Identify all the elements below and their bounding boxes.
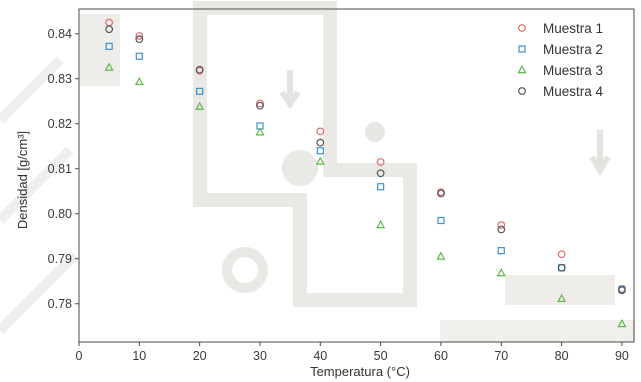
x-axis-label: Temperatura (°C) [310,364,410,379]
legend-marker [518,45,526,53]
watermark-arrow-1 [279,70,301,110]
data-point [316,138,325,147]
x-tick-label: 70 [494,349,508,363]
watermark-block-right [505,275,615,305]
data-point [135,32,144,40]
watermark-block-left [80,14,120,86]
data-point [617,318,627,328]
data-point [557,250,566,259]
y-tick-label: 0.81 [48,162,72,176]
y-tick-label: 0.83 [48,72,72,86]
data-points [104,18,627,328]
legend-marker [517,64,527,74]
data-point [376,158,385,166]
data-point [105,18,114,27]
data-point [437,216,445,225]
data-point [377,183,385,191]
data-point [497,225,506,234]
x-tick-label: 50 [374,349,388,363]
x-tick-label: 30 [253,349,267,363]
x-axis: 0 10 20 30 40 50 60 70 80 90 [76,342,629,363]
data-point [436,251,446,260]
x-tick-label: 60 [434,349,448,363]
legend-label: Muestra 1 [543,21,603,36]
legend-marker [518,24,526,32]
data-point [105,25,114,34]
data-point [315,156,325,165]
legend: Muestra 1 Muestra 2 Muestra 3 Muestra 4 [517,21,604,99]
data-point [104,62,114,71]
data-point [496,268,506,277]
data-point [195,101,205,110]
data-point [497,247,505,255]
watermark-frame [193,1,417,307]
y-tick-label: 0.82 [48,117,72,131]
data-point [376,219,386,229]
series-2-points [105,42,626,293]
legend-marker [518,87,526,95]
data-point [134,76,144,86]
series-4-points [105,25,626,295]
y-axis-label: Densidad [g/cm³] [15,131,30,229]
data-point [316,127,325,136]
data-point [135,35,144,44]
y-axis: 0.78 0.79 0.80 0.81 0.82 0.83 0.84 [48,27,79,311]
watermark-strokes-left [0,56,79,334]
plot-area-border [78,8,635,343]
series-3-points [104,62,627,328]
data-point [105,42,113,50]
x-tick-label: 90 [615,349,629,363]
x-tick-label: 80 [555,349,569,363]
data-point [618,286,626,295]
y-tick-label: 0.78 [48,297,72,311]
y-tick-label: 0.84 [48,27,72,41]
x-tick-label: 0 [76,349,83,363]
legend-label: Muestra 4 [543,84,604,99]
x-tick-label: 40 [313,349,327,363]
data-point [557,263,566,272]
y-tick-label: 0.79 [48,252,72,266]
watermark-dot-1 [282,150,318,186]
x-tick-label: 10 [132,349,146,363]
watermark-ring [222,247,268,293]
data-point [196,87,204,95]
data-point [195,65,204,74]
data-point [376,169,385,178]
legend-label: Muestra 3 [543,63,603,78]
watermark-dot-2 [365,122,385,142]
data-point [256,101,264,110]
data-point [437,189,445,198]
data-point [557,293,567,302]
data-point [497,221,506,229]
data-point [256,99,264,108]
watermark-arrow-2 [589,130,611,176]
series-1-points [105,18,626,293]
data-point [316,147,324,155]
data-point [255,127,265,136]
y-tick-label: 0.80 [48,207,72,221]
legend-label: Muestra 2 [543,42,603,57]
watermark-block-bottom [440,320,635,342]
data-point [135,52,143,60]
x-tick-label: 20 [193,349,207,363]
axes-frame [78,8,635,343]
